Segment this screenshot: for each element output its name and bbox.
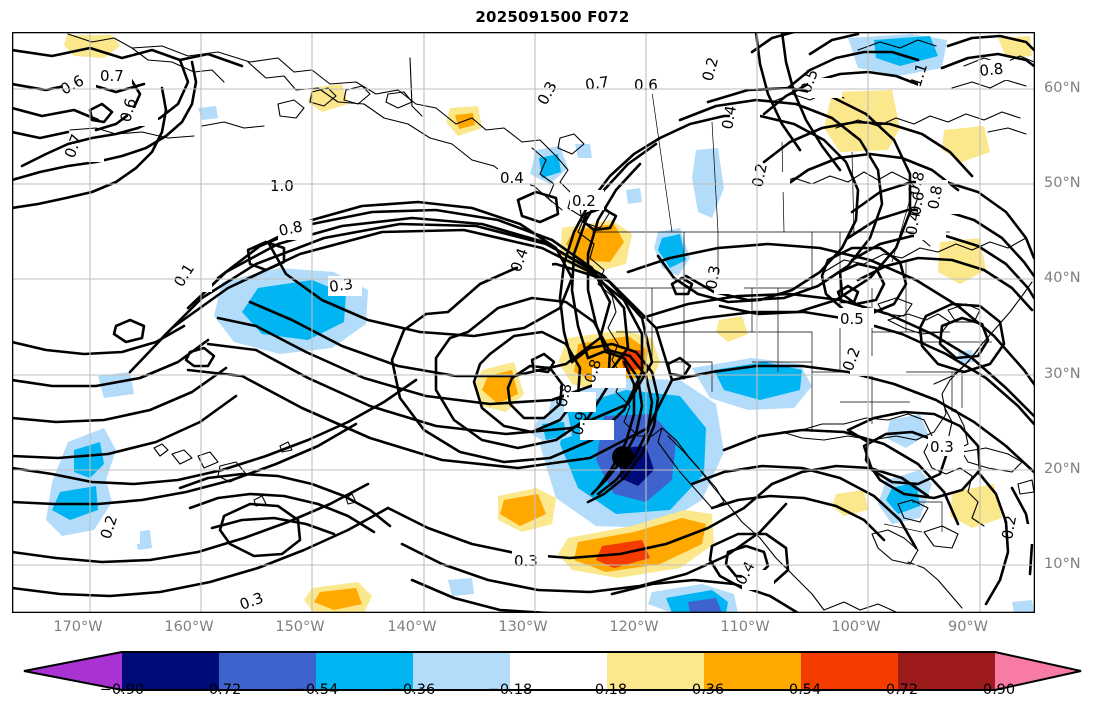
svg-text:0.3: 0.3 <box>930 438 954 456</box>
svg-text:0.6: 0.6 <box>906 190 928 217</box>
contour-layer <box>12 32 1035 613</box>
colorbar-tick-label-3: −0.54 <box>293 682 339 698</box>
lon-tick-170w: 170°W <box>53 619 103 635</box>
colorbar-tick-label-5: −0.18 <box>487 682 533 698</box>
colorbar-swatch-dark-red <box>898 652 995 690</box>
colorbar-tick-label-8: 0.54 <box>788 682 822 698</box>
svg-text:0.8: 0.8 <box>924 184 946 211</box>
colorbar[interactable] <box>12 650 1093 710</box>
colorbar-canvas[interactable] <box>12 650 1093 692</box>
gridline-layer <box>12 32 1035 613</box>
lon-tick-140w: 140°W <box>387 619 437 635</box>
lat-tick-60n: 60°N <box>1044 80 1081 96</box>
lon-tick-130w: 130°W <box>498 619 548 635</box>
svg-text:0.9: 0.9 <box>568 410 591 437</box>
lon-tick-110w: 110°W <box>720 619 770 635</box>
page-title: 2025091500 F072 <box>475 8 630 26</box>
cyclone-center-marker[interactable] <box>612 446 634 468</box>
svg-text:0.8: 0.8 <box>277 217 304 240</box>
colorbar-swatch-red-orange <box>801 652 898 690</box>
lon-tick-90w: 90°W <box>947 619 989 635</box>
colorbar-tick-label-1: −0.90 <box>99 682 145 698</box>
lat-tick-40n: 40°N <box>1044 270 1081 286</box>
svg-text:0.7: 0.7 <box>100 67 124 85</box>
colorbar-swatch-pale-yellow <box>607 652 704 690</box>
lon-tick-120w: 120°W <box>609 619 659 635</box>
colorbar-extend-low-swatch <box>24 652 122 690</box>
svg-text:0.4: 0.4 <box>902 210 924 237</box>
colorbar-swatch-light-blue <box>413 652 510 690</box>
svg-text:0.3: 0.3 <box>328 275 354 296</box>
svg-text:0.4: 0.4 <box>718 104 740 131</box>
lat-tick-10n: 10°N <box>1044 556 1081 572</box>
svg-text:0.3: 0.3 <box>514 552 538 570</box>
lon-tick-160w: 160°W <box>164 619 214 635</box>
svg-text:0.2: 0.2 <box>748 162 771 189</box>
colorbar-swatch-royal-blue <box>219 652 316 690</box>
colorbar-tick-label-9: 0.72 <box>885 682 919 698</box>
svg-text:0.8: 0.8 <box>979 60 1005 80</box>
svg-text:0.7: 0.7 <box>584 73 610 94</box>
colorbar-swatch-orange <box>704 652 801 690</box>
svg-text:0.2: 0.2 <box>698 55 722 83</box>
lat-tick-30n: 30°N <box>1044 366 1081 382</box>
svg-text:0.2: 0.2 <box>572 192 596 210</box>
colorbar-swatches <box>24 652 1081 690</box>
svg-text:0.8: 0.8 <box>552 381 575 409</box>
svg-text:0.5: 0.5 <box>840 310 864 328</box>
map-canvas[interactable]: 0.6 0.7 0.6 0.7 1.0 0.8 0.1 0.3 0.3 0.7 … <box>12 32 1035 613</box>
svg-text:0.6: 0.6 <box>116 96 140 124</box>
svg-text:0.8: 0.8 <box>905 169 929 197</box>
colorbar-tick-label-6: 0.18 <box>594 682 628 698</box>
svg-text:0.3: 0.3 <box>702 264 724 291</box>
colorbar-tick-label-10: 0.90 <box>982 682 1016 698</box>
svg-text:0.2: 0.2 <box>998 514 1020 541</box>
colorbar-swatch-navy <box>122 652 219 690</box>
colorbar-tick-label-4: −0.36 <box>390 682 436 698</box>
lat-tick-20n: 20°N <box>1044 461 1081 477</box>
colorbar-swatch-cyan <box>316 652 413 690</box>
lon-tick-150w: 150°W <box>275 619 325 635</box>
colorbar-swatch-white <box>510 652 607 690</box>
colorbar-extend-high-swatch <box>995 652 1081 690</box>
svg-text:0.4: 0.4 <box>500 169 524 187</box>
colorbar-ticks <box>121 690 996 692</box>
lon-tick-100w: 100°W <box>831 619 881 635</box>
map-panel[interactable]: 0.6 0.7 0.6 0.7 1.0 0.8 0.1 0.3 0.3 0.7 … <box>12 32 1035 613</box>
map-frame <box>12 32 1035 613</box>
colorbar-tick-label-7: 0.36 <box>691 682 725 698</box>
colorbar-tick-label-2: −0.72 <box>196 682 242 698</box>
lat-tick-50n: 50°N <box>1044 175 1081 191</box>
svg-text:1.0: 1.0 <box>270 177 294 195</box>
